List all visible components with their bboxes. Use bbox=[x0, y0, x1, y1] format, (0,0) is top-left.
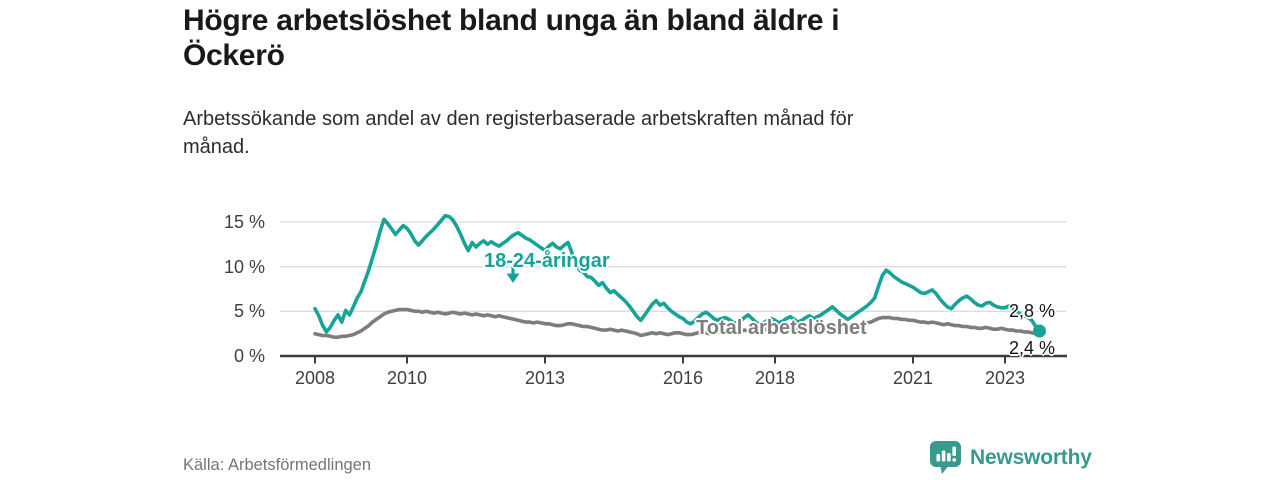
x-tick-label: 2013 bbox=[524, 368, 566, 388]
source-attribution: Källa: Arbetsförmedlingen bbox=[183, 456, 372, 474]
end-value-label-total: 2,4 % bbox=[1009, 338, 1056, 358]
y-tick-label: 15 % bbox=[223, 212, 265, 232]
brand-wordmark: Newsworthy bbox=[970, 446, 1092, 469]
y-tick-label: 0 % bbox=[233, 346, 265, 366]
y-tick-label: 5 % bbox=[233, 301, 265, 322]
series-young-line bbox=[313, 213, 1042, 334]
x-tick-label: 2010 bbox=[386, 368, 428, 388]
gridlines bbox=[280, 221, 1066, 312]
x-tick-label: 2008 bbox=[294, 368, 336, 388]
x-tick-label: 2016 bbox=[662, 368, 704, 388]
page-title-line1: Högre arbetslöshet bland unga än bland ä… bbox=[183, 4, 840, 37]
annotation-down-arrow-icon bbox=[506, 267, 520, 283]
x-tick-label: 2021 bbox=[892, 368, 934, 388]
series-label-total: Total arbetslöshet bbox=[696, 317, 867, 339]
chart-subtitle-line2: månad. bbox=[183, 136, 250, 158]
y-tick-label: 10 % bbox=[223, 256, 265, 277]
series-label-young: 18-24-åringar bbox=[484, 250, 610, 272]
newsworthy-bubble-chart-icon bbox=[930, 441, 961, 474]
brand-logo: Newsworthy bbox=[930, 441, 1092, 475]
chart-subtitle-line1: Arbetssökande som andel av den registerb… bbox=[183, 108, 854, 130]
series-total-line bbox=[313, 307, 1042, 340]
x-tick-label: 2023 bbox=[984, 368, 1026, 388]
end-value-label-young: 2,8 % bbox=[1009, 301, 1056, 321]
x-tick-label: 2018 bbox=[754, 368, 796, 388]
x-axis-tickmarks bbox=[314, 357, 1006, 364]
page-title: Högre arbetslöshet bland unga än bland ä… bbox=[183, 3, 1033, 73]
chart-subtitle: Arbetssökande som andel av den registerb… bbox=[183, 105, 1043, 161]
series-young-end-dot bbox=[1033, 324, 1046, 338]
page-title-line2: Öckerö bbox=[183, 39, 285, 72]
